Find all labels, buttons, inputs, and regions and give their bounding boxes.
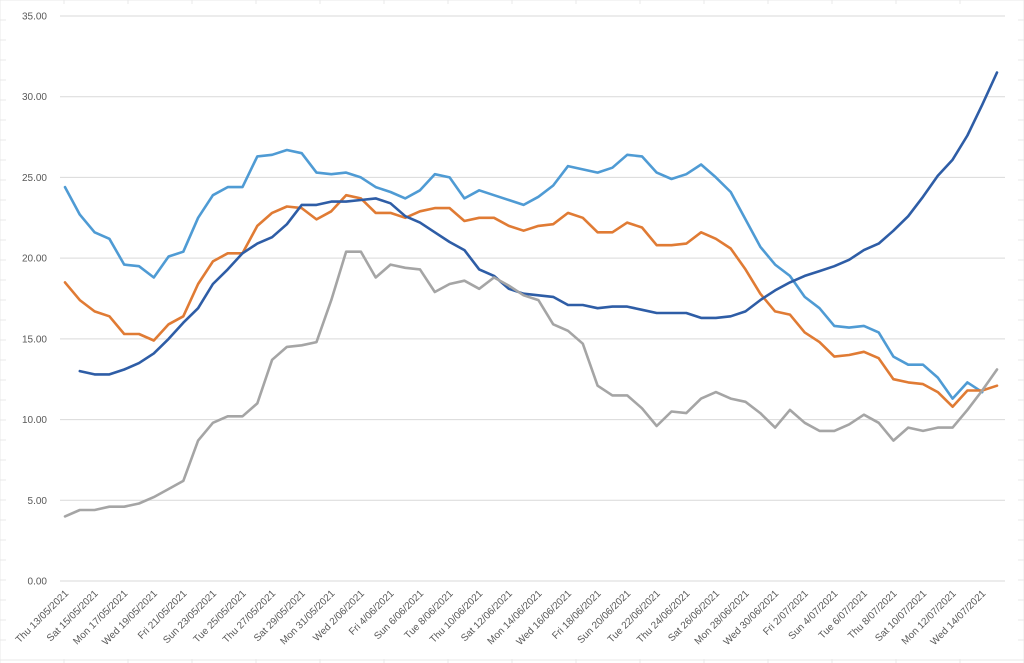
y-tick-label: 30.00 xyxy=(22,92,47,103)
series-lines xyxy=(63,71,999,518)
y-tick-label: 35.00 xyxy=(22,12,47,23)
y-tick-label: 0.00 xyxy=(28,577,48,588)
chart-area xyxy=(6,4,1018,659)
y-tick-label: 5.00 xyxy=(28,496,48,507)
y-tick-label: 25.00 xyxy=(22,173,47,184)
y-axis-ticks: 0.00 5.00 10.00 15.00 20.00 25.00 30.00 35.00 xyxy=(22,12,47,588)
y-tick-label: 20.00 xyxy=(22,254,47,265)
series-line-2 xyxy=(63,193,999,408)
y-tick-label: 15.00 xyxy=(22,334,47,345)
series-line-3 xyxy=(78,71,999,376)
y-tick-label: 10.00 xyxy=(22,415,47,426)
series-line-1 xyxy=(63,148,984,400)
series-line-4 xyxy=(63,250,999,518)
